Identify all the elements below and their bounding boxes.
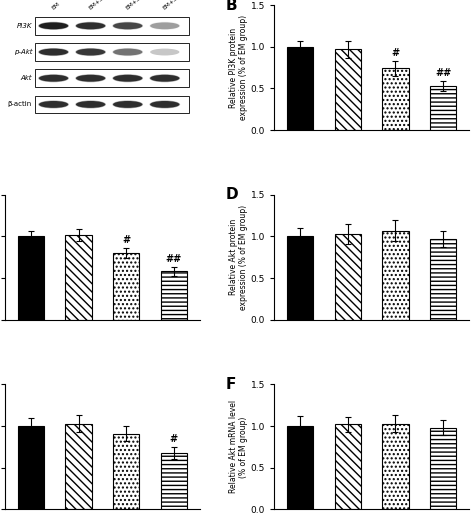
Ellipse shape — [76, 75, 105, 82]
Bar — [161, 271, 187, 320]
Text: EM+SFN-30: EM+SFN-30 — [162, 0, 191, 11]
Ellipse shape — [39, 23, 68, 29]
Ellipse shape — [38, 100, 69, 109]
Ellipse shape — [75, 22, 106, 30]
Ellipse shape — [113, 49, 142, 56]
Ellipse shape — [149, 22, 180, 30]
Bar — [335, 424, 361, 509]
Bar — [113, 253, 139, 320]
Ellipse shape — [75, 74, 106, 82]
Bar — [113, 434, 139, 509]
Ellipse shape — [112, 22, 143, 30]
FancyBboxPatch shape — [35, 69, 189, 87]
Ellipse shape — [150, 75, 180, 82]
Bar — [161, 453, 187, 509]
Ellipse shape — [113, 23, 142, 29]
Bar — [287, 236, 313, 320]
Y-axis label: Relative Akt protein
expression (% of EM group): Relative Akt protein expression (% of EM… — [228, 205, 248, 310]
Text: p-Akt: p-Akt — [14, 49, 32, 55]
Bar — [383, 424, 409, 509]
Text: PI3K: PI3K — [17, 23, 32, 29]
Text: EM+SFN-15: EM+SFN-15 — [125, 0, 155, 11]
Ellipse shape — [149, 74, 180, 82]
Bar — [65, 235, 91, 320]
Bar — [287, 47, 313, 130]
Ellipse shape — [149, 100, 180, 109]
Bar — [287, 426, 313, 509]
Bar — [383, 230, 409, 320]
Ellipse shape — [112, 74, 143, 82]
Bar — [430, 428, 456, 509]
Ellipse shape — [112, 100, 143, 109]
Ellipse shape — [149, 48, 180, 56]
Bar — [335, 234, 361, 320]
Text: ##: ## — [165, 254, 182, 264]
Text: β-actin: β-actin — [8, 101, 32, 108]
Ellipse shape — [39, 101, 68, 108]
Text: #: # — [392, 48, 400, 58]
Y-axis label: Relative Akt mRNA level
(% of EM group): Relative Akt mRNA level (% of EM group) — [228, 400, 248, 494]
Y-axis label: Relative PI3K protein
expression (% of EM group): Relative PI3K protein expression (% of E… — [228, 15, 248, 120]
Bar — [335, 49, 361, 130]
FancyBboxPatch shape — [35, 43, 189, 61]
Text: F: F — [225, 377, 236, 392]
Ellipse shape — [113, 101, 142, 108]
Ellipse shape — [39, 49, 68, 56]
Text: EM: EM — [50, 2, 60, 11]
Ellipse shape — [38, 48, 69, 56]
Ellipse shape — [75, 48, 106, 56]
Ellipse shape — [112, 48, 143, 56]
Ellipse shape — [113, 75, 142, 82]
Text: Akt: Akt — [20, 75, 32, 81]
Ellipse shape — [75, 100, 106, 109]
Ellipse shape — [150, 101, 180, 108]
Bar — [430, 239, 456, 320]
Bar — [65, 424, 91, 509]
Bar — [383, 68, 409, 130]
Bar — [18, 236, 44, 320]
Ellipse shape — [76, 101, 105, 108]
Text: EM+SFN-5: EM+SFN-5 — [87, 0, 115, 11]
Text: #: # — [170, 434, 178, 444]
FancyBboxPatch shape — [35, 17, 189, 35]
Bar — [18, 426, 44, 509]
Ellipse shape — [76, 23, 105, 29]
Ellipse shape — [39, 75, 68, 82]
Text: D: D — [225, 187, 238, 203]
Text: ##: ## — [435, 68, 451, 78]
Bar — [430, 86, 456, 130]
Ellipse shape — [38, 74, 69, 82]
Ellipse shape — [76, 49, 105, 56]
Text: #: # — [122, 235, 130, 245]
Ellipse shape — [150, 23, 180, 29]
Text: B: B — [225, 0, 237, 13]
Ellipse shape — [150, 49, 180, 56]
Ellipse shape — [38, 22, 69, 30]
FancyBboxPatch shape — [35, 96, 189, 113]
